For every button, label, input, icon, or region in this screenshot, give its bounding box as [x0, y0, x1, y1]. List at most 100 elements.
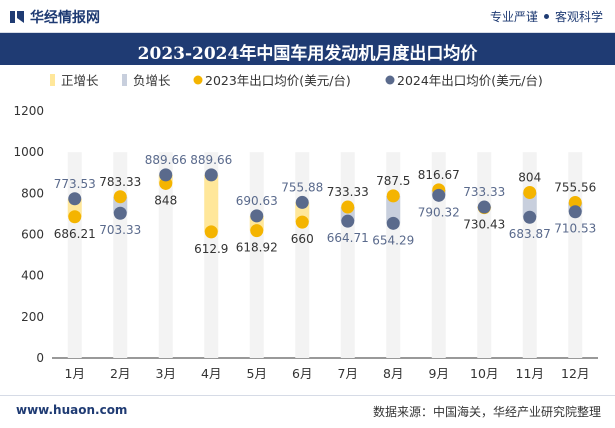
- data-label: 690.63: [236, 194, 278, 208]
- data-label: 612.9: [194, 242, 228, 256]
- tagline-left: 专业严谨: [489, 10, 538, 24]
- legend-label: 正增长: [61, 73, 99, 88]
- x-tick-label: 1月: [65, 366, 85, 381]
- data-source: 数据来源：中国海关，华经产业研究院整理: [372, 405, 601, 419]
- data-label: 733.33: [327, 185, 369, 199]
- background-bars: [67, 152, 583, 358]
- y-tick-label: 0: [36, 351, 44, 365]
- data-label: 848: [154, 193, 177, 207]
- background-bar: [477, 152, 492, 358]
- legend-marker: [193, 75, 203, 85]
- data-label: 773.53: [54, 177, 96, 191]
- x-tick-label: 11月: [516, 366, 544, 381]
- data-label: 755.88: [281, 180, 323, 194]
- point-2023: [68, 210, 82, 224]
- legend-item-3: 2023年出口均价(美元/台): [193, 73, 351, 88]
- brand[interactable]: 华经情报网: [10, 7, 100, 27]
- y-tick-label: 1200: [13, 104, 44, 118]
- y-tick-label: 400: [21, 269, 44, 283]
- background-bar: [431, 152, 446, 358]
- point-2024: [68, 192, 82, 206]
- data-label: 683.87: [509, 227, 551, 241]
- legend: 正增长 负增长 2023年出口均价(美元/台) 2024年出口均价(美元/台): [50, 73, 543, 88]
- x-tick-label: 7月: [338, 366, 358, 381]
- data-label: 790.32: [418, 205, 460, 219]
- legend-swatch: [50, 74, 55, 86]
- top-bar: 华经情报网 专业严谨 客观科学: [0, 0, 615, 33]
- point-2023: [250, 224, 264, 238]
- point-2023: [295, 215, 309, 229]
- site-link[interactable]: www.huaon.com: [16, 403, 128, 417]
- positive-bar: [204, 174, 219, 232]
- point-2024: [113, 206, 127, 220]
- tagline: 专业严谨 客观科学: [490, 8, 603, 25]
- data-label: 664.71: [327, 231, 369, 245]
- x-tick-label: 8月: [383, 366, 403, 381]
- data-label: 618.92: [236, 241, 278, 255]
- data-label: 889.66: [190, 153, 232, 167]
- x-tick-label: 3月: [156, 366, 176, 381]
- data-label: 787.5: [376, 174, 410, 188]
- data-label: 804: [518, 171, 541, 185]
- data-label: 783.33: [99, 175, 141, 189]
- legend-swatch: [122, 74, 127, 86]
- legend-label: 2024年出口均价(美元/台): [397, 73, 543, 88]
- dot-icon: [543, 14, 549, 19]
- title-bar: 2023-2024年中国车用发动机月度出口均价: [0, 33, 615, 65]
- point-2024: [250, 209, 264, 223]
- point-2023: [113, 190, 127, 204]
- x-tick-label: 2月: [110, 366, 130, 381]
- data-labels: 773.53 686.21 783.33 703.33 889.66 848 889.66 6…: [54, 153, 597, 256]
- data-label: 686.21: [54, 227, 96, 241]
- x-tick-label: 9月: [429, 366, 449, 381]
- y-axis: 0 200 400 600 800 1000 1200: [13, 104, 598, 365]
- y-tick-label: 800: [21, 186, 44, 200]
- data-label: 654.29: [372, 233, 414, 247]
- negative-bar: [386, 195, 401, 224]
- point-2024: [341, 214, 355, 228]
- legend-item-2: 负增长: [122, 73, 171, 88]
- x-tick-label: 6月: [292, 366, 312, 381]
- point-2023: [204, 225, 218, 239]
- legend-marker: [385, 75, 395, 85]
- point-2024: [159, 168, 173, 182]
- background-bar: [249, 152, 264, 358]
- data-label: 703.33: [99, 223, 141, 237]
- point-2023: [568, 195, 582, 209]
- x-axis: 1月 2月 3月 4月 5月 6月 7月 8月 9月 10月 11月 12月: [65, 366, 590, 381]
- negative-bar: [522, 192, 537, 218]
- y-tick-label: 600: [21, 228, 44, 242]
- point-2023: [523, 186, 537, 200]
- chart-title: 2023-2024年中国车用发动机月度出口均价: [137, 44, 478, 64]
- legend-label: 负增长: [133, 73, 171, 88]
- legend-item-1: 正增长: [50, 73, 99, 88]
- point-2024: [477, 200, 491, 214]
- data-label: 816.67: [418, 168, 460, 182]
- point-2024: [568, 205, 582, 219]
- point-2024: [432, 188, 446, 202]
- point-2024: [386, 216, 400, 230]
- data-label: 660: [291, 232, 314, 246]
- point-2024: [295, 195, 309, 209]
- x-tick-label: 5月: [247, 366, 267, 381]
- data-label: 889.66: [145, 153, 187, 167]
- y-tick-label: 200: [21, 310, 44, 324]
- data-points: [68, 168, 582, 239]
- tagline-right: 客观科学: [554, 10, 603, 24]
- legend-label: 2023年出口均价(美元/台): [205, 73, 351, 88]
- background-bar: [158, 152, 173, 358]
- chart: 正增长 负增长 2023年出口均价(美元/台) 2024年出口均价(美元/台) 0 20…: [13, 73, 598, 381]
- data-label: 710.53: [554, 222, 596, 236]
- x-tick-label: 4月: [201, 366, 221, 381]
- data-label: 733.33: [463, 185, 505, 199]
- logo-icon: [10, 11, 24, 23]
- data-label: 755.56: [554, 180, 596, 194]
- point-2023: [386, 189, 400, 203]
- background-bar: [340, 152, 355, 358]
- point-2024: [523, 210, 537, 224]
- x-tick-label: 10月: [470, 366, 498, 381]
- y-tick-label: 1000: [13, 145, 44, 159]
- x-tick-label: 12月: [561, 366, 589, 381]
- footer: www.huaon.com 数据来源：中国海关，华经产业研究院整理: [0, 395, 615, 428]
